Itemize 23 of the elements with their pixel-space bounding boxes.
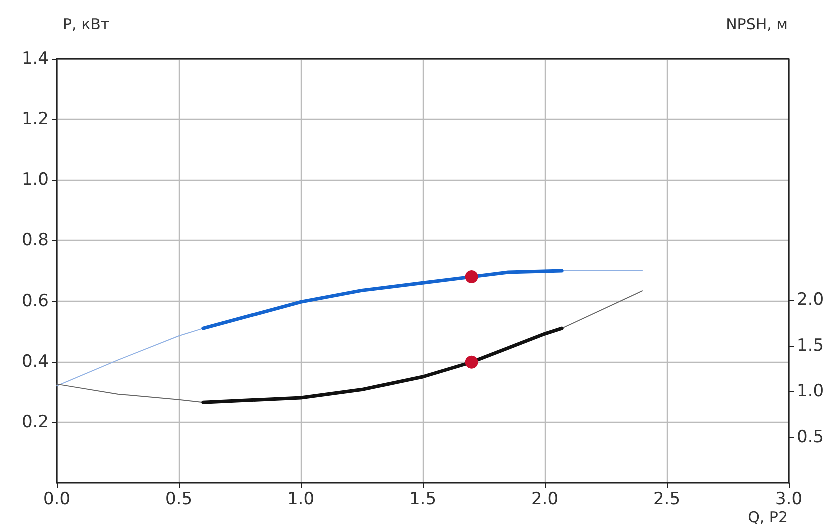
y-tick-label: 0.6 [22, 291, 49, 312]
x-tick-label: 1.5 [409, 490, 437, 510]
x-tick-label: 0.0 [43, 490, 71, 510]
y2-tick-label: 1.5 [797, 336, 824, 356]
y-tick-label: 1.4 [22, 49, 49, 69]
x-axis-title: Q, P2 [748, 508, 788, 526]
y-tick-label: 0.4 [22, 352, 49, 372]
y-axis-title: P, кВт [63, 16, 110, 34]
y2-axis-title: NPSH, м [726, 16, 788, 34]
x-tick-label: 1.0 [287, 490, 315, 510]
y-tick-label: 1.0 [22, 170, 49, 190]
y2-tick-label: 2.0 [797, 290, 824, 310]
x-tick-label: 0.5 [165, 490, 193, 510]
y-tick-label: 0.8 [22, 230, 49, 251]
y-tick-label: 0.2 [22, 412, 49, 432]
y2-tick-label: 1.0 [797, 382, 824, 402]
x-tick-label: 3.0 [775, 490, 803, 510]
line-series [202, 326, 564, 404]
x-tick-label: 2.0 [531, 490, 559, 510]
x-tick-label: 2.5 [653, 490, 681, 510]
y2-tick-label: 0.5 [797, 427, 824, 448]
y-tick-label: 1.2 [22, 110, 49, 130]
line-series [202, 269, 564, 330]
